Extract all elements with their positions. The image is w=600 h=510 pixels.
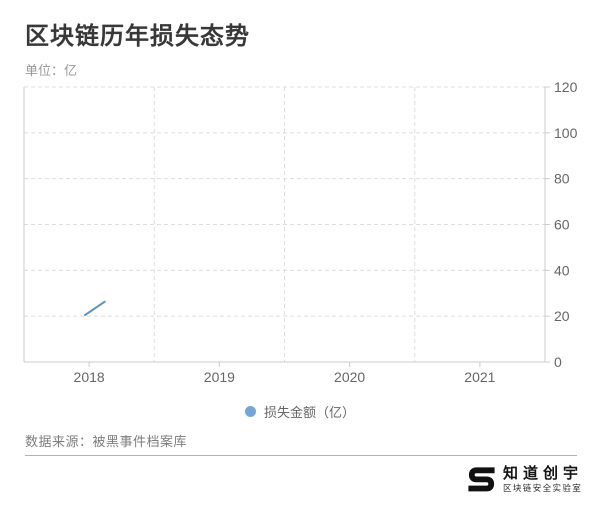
data-source-text: 数据来源：被黑事件档案库: [25, 434, 188, 449]
svg-text:80: 80: [554, 171, 570, 187]
page-title: 区块链历年损失态势: [25, 23, 250, 50]
logo-brand: 知道创宇: [503, 465, 584, 482]
svg-text:2021: 2021: [464, 369, 495, 385]
svg-text:2018: 2018: [74, 369, 105, 385]
svg-text:120: 120: [554, 79, 578, 95]
svg-text:2019: 2019: [204, 369, 235, 385]
svg-text:2020: 2020: [334, 369, 365, 385]
unit-label: 单位：亿: [25, 63, 78, 78]
footer-divider: [25, 455, 577, 456]
legend-item-loss-amount[interactable]: 损失金额（亿）: [0, 402, 600, 420]
svg-text:40: 40: [554, 262, 570, 278]
svg-text:20: 20: [554, 308, 570, 324]
legend-label: 损失金额（亿）: [263, 404, 355, 420]
logo-subtitle: 区块链安全实验室: [503, 483, 583, 493]
knownsec-s-logo-icon: [468, 467, 495, 492]
legend-circle-icon: [244, 405, 256, 417]
svg-text:60: 60: [554, 217, 570, 233]
svg-text:100: 100: [554, 125, 578, 141]
svg-text:0: 0: [554, 354, 562, 370]
knownsec-logo: 知道创宇 区块链安全实验室: [466, 464, 583, 495]
logo-text-block: 知道创宇 区块链安全实验室: [503, 465, 583, 494]
